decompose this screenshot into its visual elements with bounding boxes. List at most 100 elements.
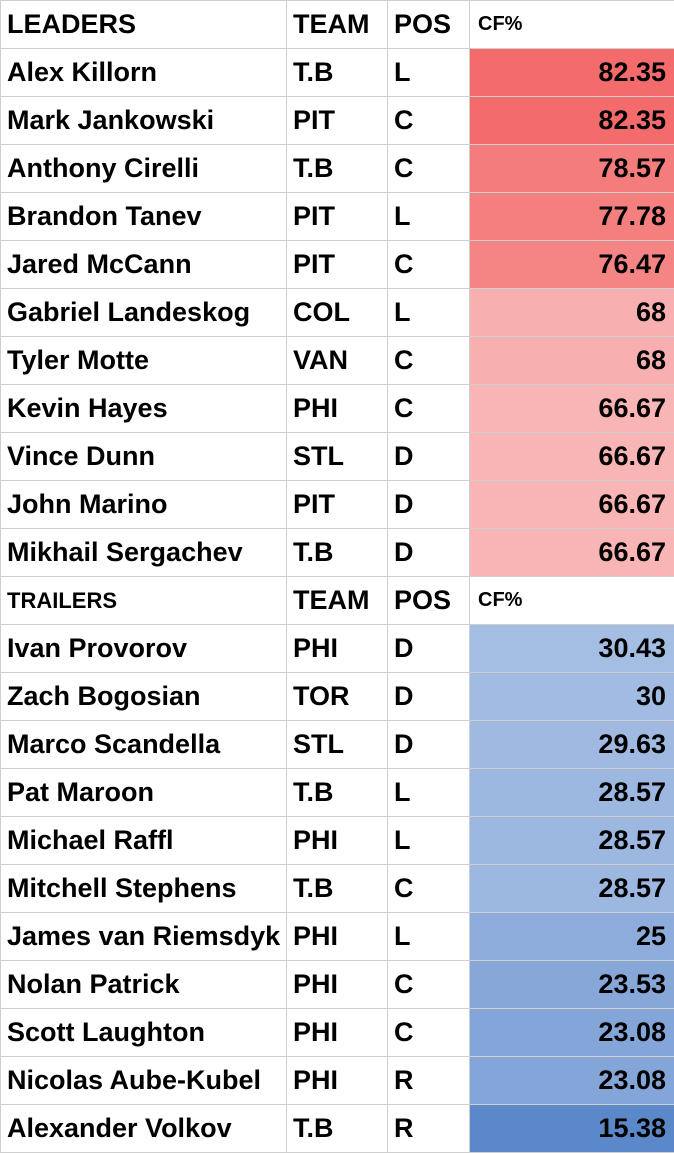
player-name: Mitchell Stephens xyxy=(1,865,287,913)
player-name: Gabriel Landeskog xyxy=(1,289,287,337)
position-cell: D xyxy=(388,481,470,529)
team-cell: STL xyxy=(287,721,388,769)
cf-percent-cell: 68 xyxy=(470,337,674,385)
position-cell: L xyxy=(388,193,470,241)
cf-percent-cell: 15.38 xyxy=(470,1105,674,1153)
player-name: Michael Raffl xyxy=(1,817,287,865)
position-cell: D xyxy=(388,625,470,673)
team-cell: PIT xyxy=(287,193,388,241)
cf-column-header: CF% xyxy=(470,1,674,49)
team-cell: T.B xyxy=(287,1105,388,1153)
cf-percent-cell: 77.78 xyxy=(470,193,674,241)
position-cell: D xyxy=(388,673,470,721)
player-name: Scott Laughton xyxy=(1,1009,287,1057)
cf-percent-cell: 78.57 xyxy=(470,145,674,193)
cf-percent-cell: 82.35 xyxy=(470,49,674,97)
player-name: Jared McCann xyxy=(1,241,287,289)
team-cell: PHI xyxy=(287,385,388,433)
position-cell: D xyxy=(388,721,470,769)
cf-percent-cell: 30.43 xyxy=(470,625,674,673)
cf-percent-cell: 29.63 xyxy=(470,721,674,769)
position-cell: C xyxy=(388,1009,470,1057)
team-cell: PHI xyxy=(287,961,388,1009)
team-cell: PIT xyxy=(287,97,388,145)
player-name: Alex Killorn xyxy=(1,49,287,97)
team-cell: PIT xyxy=(287,241,388,289)
position-cell: C xyxy=(388,97,470,145)
cf-percent-cell: 28.57 xyxy=(470,817,674,865)
pos-column-header: POS xyxy=(388,1,470,49)
leaders-heading: LEADERS xyxy=(1,1,287,49)
cf-percent-cell: 66.67 xyxy=(470,481,674,529)
cf-percent-cell: 66.67 xyxy=(470,433,674,481)
player-name: Marco Scandella xyxy=(1,721,287,769)
team-cell: PHI xyxy=(287,1057,388,1105)
position-cell: C xyxy=(388,385,470,433)
team-cell: VAN xyxy=(287,337,388,385)
team-cell: PHI xyxy=(287,1009,388,1057)
team-cell: PIT xyxy=(287,481,388,529)
team-column-header: TEAM xyxy=(287,577,388,625)
team-cell: T.B xyxy=(287,769,388,817)
player-name: Anthony Cirelli xyxy=(1,145,287,193)
team-cell: T.B xyxy=(287,49,388,97)
position-cell: D xyxy=(388,529,470,577)
cf-column-header: CF% xyxy=(470,577,674,625)
team-column-header: TEAM xyxy=(287,1,388,49)
team-cell: T.B xyxy=(287,865,388,913)
cf-percent-cell: 30 xyxy=(470,673,674,721)
position-cell: L xyxy=(388,769,470,817)
position-cell: D xyxy=(388,433,470,481)
player-name: Nicolas Aube-Kubel xyxy=(1,1057,287,1105)
position-cell: R xyxy=(388,1105,470,1153)
player-name: Mark Jankowski xyxy=(1,97,287,145)
player-name: Vince Dunn xyxy=(1,433,287,481)
player-name: Kevin Hayes xyxy=(1,385,287,433)
team-cell: COL xyxy=(287,289,388,337)
player-name: James van Riemsdyk xyxy=(1,913,287,961)
cf-percent-cell: 82.35 xyxy=(470,97,674,145)
player-name: Mikhail Sergachev xyxy=(1,529,287,577)
position-cell: L xyxy=(388,817,470,865)
position-cell: C xyxy=(388,865,470,913)
team-cell: PHI xyxy=(287,625,388,673)
cf-percent-cell: 28.57 xyxy=(470,769,674,817)
team-cell: PHI xyxy=(287,817,388,865)
position-cell: L xyxy=(388,289,470,337)
player-name: Alexander Volkov xyxy=(1,1105,287,1153)
cf-percent-cell: 66.67 xyxy=(470,385,674,433)
cf-percent-cell: 66.67 xyxy=(470,529,674,577)
position-cell: C xyxy=(388,337,470,385)
cf-percent-cell: 23.08 xyxy=(470,1009,674,1057)
position-cell: C xyxy=(388,145,470,193)
position-cell: L xyxy=(388,49,470,97)
player-name: Nolan Patrick xyxy=(1,961,287,1009)
cf-percent-cell: 68 xyxy=(470,289,674,337)
player-name: Zach Bogosian xyxy=(1,673,287,721)
cf-percent-cell: 28.57 xyxy=(470,865,674,913)
player-name: Ivan Provorov xyxy=(1,625,287,673)
pos-column-header: POS xyxy=(388,577,470,625)
